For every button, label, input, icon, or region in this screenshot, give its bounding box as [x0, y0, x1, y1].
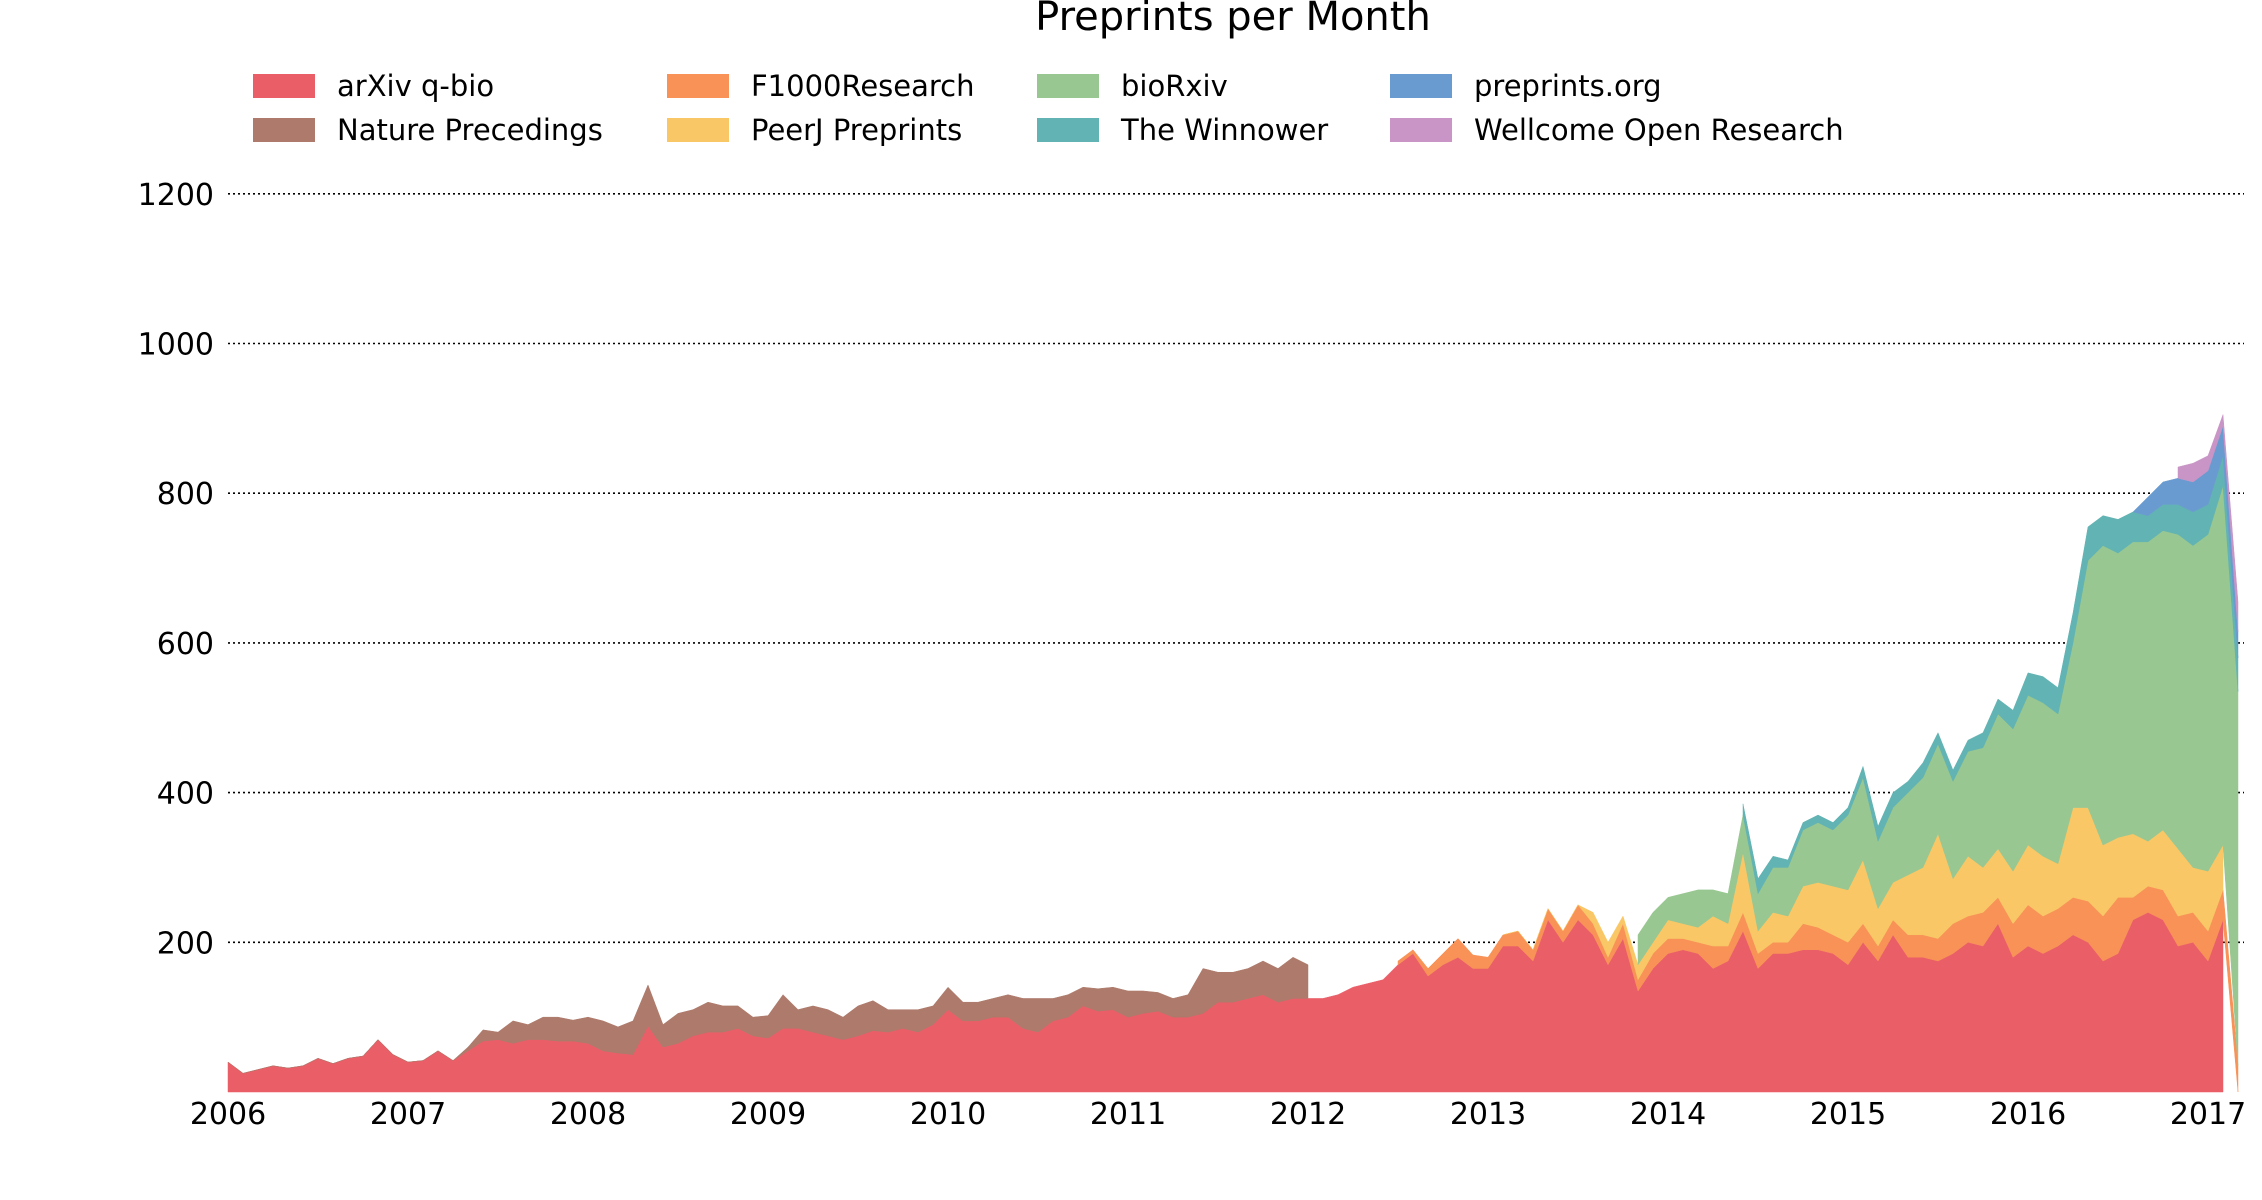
- chart-title: Preprints per Month: [1035, 0, 1431, 40]
- legend-label-biorxiv: bioRxiv: [1121, 69, 1228, 103]
- y-tick-1000: 1000: [138, 328, 214, 363]
- legend-item-preprints-org: preprints.org: [1390, 69, 1662, 103]
- x-tick-2007: 2007: [370, 1097, 446, 1132]
- x-tick-2011: 2011: [1090, 1097, 1166, 1132]
- legend-label-f1000research: F1000Research: [751, 69, 975, 103]
- x-axis-ticks: 2006 2007 2008 2009 2010 2011 2012 2013 2014 2015…: [190, 1097, 2246, 1132]
- legend-item-peerj-preprints: PeerJ Preprints: [667, 113, 962, 147]
- legend-label-nature-precedings: Nature Precedings: [337, 113, 603, 147]
- x-tick-2013: 2013: [1450, 1097, 1526, 1132]
- x-tick-2015: 2015: [1810, 1097, 1886, 1132]
- y-tick-600: 600: [157, 627, 214, 662]
- legend-swatch-peerj-preprints: [667, 118, 729, 142]
- y-tick-800: 800: [157, 477, 214, 512]
- y-tick-1200: 1200: [138, 178, 214, 213]
- legend-label-preprints-org: preprints.org: [1474, 69, 1662, 103]
- y-axis-ticks: 200 400 600 800 1000 1200: [138, 178, 214, 961]
- legend-item-nature-precedings: Nature Precedings: [253, 113, 603, 147]
- legend-swatch-preprints-org: [1390, 74, 1452, 98]
- x-tick-2006: 2006: [190, 1097, 266, 1132]
- legend-item-biorxiv: bioRxiv: [1037, 69, 1228, 103]
- legend-label-wellcome-open-research: Wellcome Open Research: [1474, 113, 1844, 147]
- legend-swatch-wellcome-open-research: [1390, 118, 1452, 142]
- x-tick-2010: 2010: [910, 1097, 986, 1132]
- x-tick-2008: 2008: [550, 1097, 626, 1132]
- x-tick-2009: 2009: [730, 1097, 806, 1132]
- legend-swatch-biorxiv: [1037, 74, 1099, 98]
- x-tick-2014: 2014: [1630, 1097, 1706, 1132]
- legend-item-f1000research: F1000Research: [667, 69, 975, 103]
- area-wellcome-open-research: [2177, 414, 2239, 632]
- x-tick-2012: 2012: [1270, 1097, 1346, 1132]
- legend-item-wellcome-open-research: Wellcome Open Research: [1390, 113, 1844, 147]
- y-tick-200: 200: [157, 926, 214, 961]
- legend-item-arxiv-q-bio: arXiv q-bio: [253, 69, 494, 103]
- legend-swatch-arxiv-q-bio: [253, 74, 315, 98]
- legend-swatch-the-winnower: [1037, 118, 1099, 142]
- series-areas: [227, 414, 2239, 1093]
- x-tick-2016: 2016: [1990, 1097, 2066, 1132]
- legend-swatch-f1000research: [667, 74, 729, 98]
- legend-label-peerj-preprints: PeerJ Preprints: [751, 113, 962, 147]
- legend-label-the-winnower: The Winnower: [1120, 113, 1328, 147]
- legend-label-arxiv-q-bio: arXiv q-bio: [337, 69, 494, 103]
- legend-item-the-winnower: The Winnower: [1037, 113, 1328, 147]
- area-nature-precedings: [227, 956, 1309, 1074]
- area-preprints-org: [2132, 425, 2239, 658]
- y-tick-400: 400: [157, 777, 214, 812]
- legend-swatch-nature-precedings: [253, 118, 315, 142]
- x-tick-2017: 2017: [2170, 1097, 2246, 1132]
- area-the-winnower: [1742, 455, 2239, 895]
- legend: arXiv q-bio Nature Precedings F1000Researc…: [253, 69, 1844, 147]
